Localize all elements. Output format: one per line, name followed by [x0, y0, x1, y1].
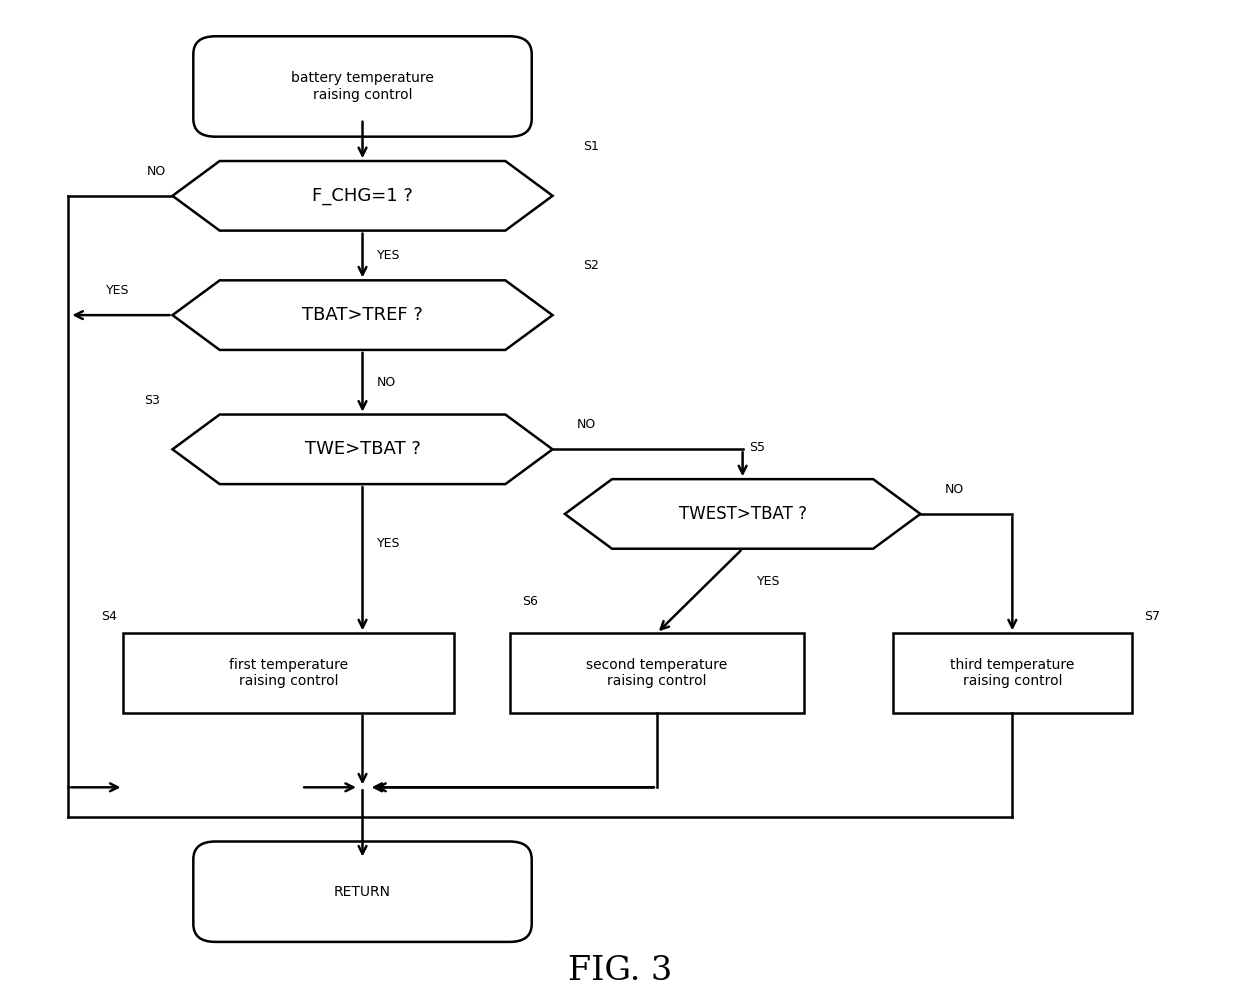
- Text: third temperature
raising control: third temperature raising control: [950, 658, 1075, 688]
- Bar: [124, 633, 455, 713]
- Text: TWEST>TBAT ?: TWEST>TBAT ?: [678, 505, 806, 523]
- Text: TWE>TBAT ?: TWE>TBAT ?: [305, 440, 420, 459]
- Text: battery temperature
raising control: battery temperature raising control: [291, 72, 434, 102]
- Text: F_CHG=1 ?: F_CHG=1 ?: [312, 186, 413, 205]
- Polygon shape: [172, 414, 553, 484]
- Text: YES: YES: [107, 284, 129, 297]
- Text: FIG. 3: FIG. 3: [568, 956, 672, 987]
- Text: S2: S2: [583, 259, 599, 272]
- Text: first temperature
raising control: first temperature raising control: [229, 658, 348, 688]
- Polygon shape: [565, 479, 920, 548]
- FancyBboxPatch shape: [193, 842, 532, 941]
- Text: second temperature
raising control: second temperature raising control: [587, 658, 728, 688]
- Text: NO: NO: [577, 418, 596, 431]
- Polygon shape: [172, 161, 553, 231]
- Text: NO: NO: [945, 483, 965, 496]
- Text: S1: S1: [583, 140, 599, 153]
- Bar: [893, 633, 1132, 713]
- Text: TBAT>TREF ?: TBAT>TREF ?: [303, 306, 423, 325]
- Text: S4: S4: [102, 610, 118, 623]
- Text: RETURN: RETURN: [334, 885, 391, 899]
- Text: NO: NO: [148, 165, 166, 178]
- Text: S3: S3: [144, 393, 160, 406]
- Text: NO: NO: [377, 376, 397, 389]
- Polygon shape: [172, 280, 553, 350]
- Text: S6: S6: [522, 596, 538, 609]
- Text: S7: S7: [1145, 610, 1161, 623]
- Text: YES: YES: [758, 575, 781, 588]
- Text: S5: S5: [749, 442, 765, 455]
- Text: YES: YES: [377, 249, 401, 262]
- FancyBboxPatch shape: [193, 36, 532, 137]
- Bar: [510, 633, 804, 713]
- Text: YES: YES: [377, 537, 401, 550]
